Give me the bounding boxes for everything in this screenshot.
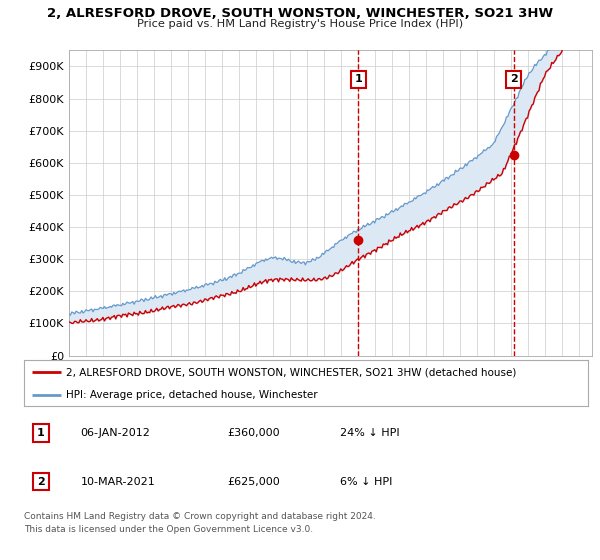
Text: Contains HM Land Registry data © Crown copyright and database right 2024.
This d: Contains HM Land Registry data © Crown c… — [24, 512, 376, 534]
Text: 06-JAN-2012: 06-JAN-2012 — [80, 428, 150, 438]
Text: 2: 2 — [510, 74, 518, 85]
Text: £625,000: £625,000 — [227, 477, 280, 487]
Text: 10-MAR-2021: 10-MAR-2021 — [80, 477, 155, 487]
Text: 1: 1 — [37, 428, 45, 438]
Text: 2, ALRESFORD DROVE, SOUTH WONSTON, WINCHESTER, SO21 3HW: 2, ALRESFORD DROVE, SOUTH WONSTON, WINCH… — [47, 7, 553, 20]
Text: HPI: Average price, detached house, Winchester: HPI: Average price, detached house, Winc… — [66, 390, 318, 399]
Text: 1: 1 — [355, 74, 362, 85]
Text: 6% ↓ HPI: 6% ↓ HPI — [340, 477, 392, 487]
Text: Price paid vs. HM Land Registry's House Price Index (HPI): Price paid vs. HM Land Registry's House … — [137, 19, 463, 29]
Text: 2, ALRESFORD DROVE, SOUTH WONSTON, WINCHESTER, SO21 3HW (detached house): 2, ALRESFORD DROVE, SOUTH WONSTON, WINCH… — [66, 367, 517, 377]
Text: 2: 2 — [37, 477, 45, 487]
Text: £360,000: £360,000 — [227, 428, 280, 438]
Text: 24% ↓ HPI: 24% ↓ HPI — [340, 428, 400, 438]
